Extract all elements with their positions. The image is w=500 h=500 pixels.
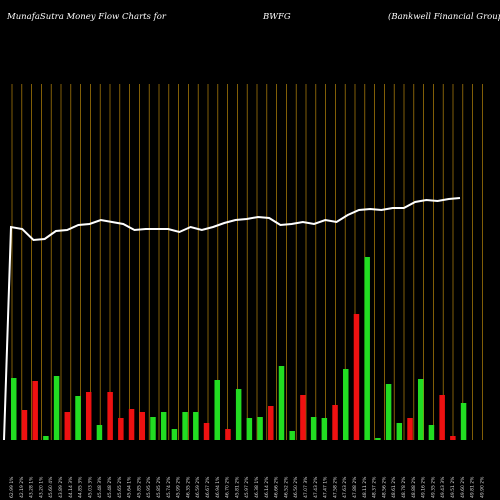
x-tick-label: 45.85 2%: [156, 476, 162, 498]
x-tick-label: 45.64 1%: [127, 476, 133, 498]
x-tick-label: 42.19 2%: [19, 476, 25, 498]
x-tick-label: 46.94 1%: [215, 476, 221, 498]
money-flow-bar: [396, 423, 403, 440]
site-title: MunafaSutra Money Flow Charts for: [7, 12, 166, 22]
money-flow-bar: [21, 410, 28, 440]
money-flow-bar: [75, 396, 81, 440]
symbol-label: BWFG: [263, 12, 291, 22]
x-tick-label: 46.35 2%: [185, 476, 191, 498]
x-tick-label: 47.58 2%: [332, 476, 338, 498]
money-flow-bar: [268, 406, 274, 440]
x-tick-label: 43.89 2%: [58, 476, 64, 498]
x-tick-label: 46.50 2%: [293, 476, 299, 498]
x-tick-label: 48.61 2%: [391, 476, 397, 498]
x-tick-label: 45.65 2%: [117, 476, 123, 498]
money-flow-bar: [128, 409, 135, 440]
x-tick-label: 49.60 2%: [460, 476, 466, 498]
money-flow-bar: [150, 417, 156, 440]
money-flow-bar: [107, 392, 113, 440]
x-tick-label: 48.37 2%: [372, 476, 378, 498]
price-line: [3, 197, 461, 441]
money-flow-bar: [235, 389, 242, 440]
x-tick-label: 49.51 2%: [450, 476, 456, 498]
x-tick-label: 43.20 1%: [38, 476, 44, 498]
money-flow-bar: [332, 405, 338, 440]
money-flow-bar: [278, 366, 285, 440]
x-tick-label: 45.81 2%: [234, 476, 240, 498]
money-flow-bar: [246, 418, 253, 440]
x-tick-label: 45.97 2%: [244, 476, 250, 498]
x-tick-label: 46.66 2%: [274, 476, 280, 498]
x-tick-label: 47.88 2%: [352, 476, 358, 498]
money-flow-bar: [85, 392, 92, 440]
x-tick-label: 49.43 3%: [440, 476, 446, 498]
x-tick-label: 43.28 1%: [29, 476, 35, 498]
x-tick-label: 45.74 2%: [166, 476, 172, 498]
money-flow-bar: [353, 314, 360, 440]
x-tick-label: 45.85 2%: [136, 476, 142, 498]
x-tick-label: 45.03 3%: [87, 476, 93, 498]
money-flow-bar: [385, 384, 392, 440]
money-flow-bar: [439, 395, 445, 440]
money-flow-bar: [417, 379, 424, 440]
x-tick-label: 46.14 2%: [264, 476, 270, 498]
x-tick-label: 46.38 1%: [254, 476, 260, 498]
x-tick-label: 44.85 3%: [78, 476, 84, 498]
x-tick-label: 46.59 2%: [195, 476, 201, 498]
money-flow-bar: [300, 395, 306, 440]
money-flow-bar: [289, 431, 295, 440]
x-tick-label: 49.16 2%: [421, 476, 427, 498]
money-flow-bar: [428, 425, 435, 440]
x-tick-label: 48.56 2%: [381, 476, 387, 498]
x-tick-label: 46.67 2%: [205, 476, 211, 498]
x-tick-label: 62.99 1%: [9, 476, 15, 498]
chart-header: MunafaSutra Money Flow Charts for BWFG (…: [0, 12, 500, 28]
money-flow-bar: [407, 418, 413, 440]
x-tick-label: 49.35 2%: [430, 476, 436, 498]
money-flow-bar: [321, 418, 328, 440]
x-tick-label: 47.07 3%: [303, 476, 309, 498]
money-flow-bar: [118, 418, 124, 440]
x-tick-label: 45.60 4%: [48, 476, 54, 498]
x-tick-label: 47.43 2%: [313, 476, 319, 498]
money-flow-bar: [32, 381, 38, 440]
money-flow-bar: [53, 376, 60, 440]
money-flow-bar: [343, 369, 349, 440]
money-flow-bar: [139, 412, 146, 440]
x-tick-label: 45.99 2%: [176, 476, 182, 498]
money-flow-bar: [160, 412, 167, 440]
money-flow-bar: [214, 380, 220, 440]
money-flow-bar: [171, 429, 178, 440]
money-flow-bar: [11, 378, 17, 440]
x-tick-label: 45.48 3%: [97, 476, 103, 498]
money-flow-bar: [257, 417, 263, 440]
money-flow-bar: [375, 438, 381, 440]
x-tick-label: 49.90 2%: [479, 476, 485, 498]
x-tick-label: 45.95 2%: [146, 476, 152, 498]
x-tick-label: 47.63 2%: [342, 476, 348, 498]
x-tick-label: 45.48 2%: [107, 476, 113, 498]
x-tick-label: 46.52 2%: [283, 476, 289, 498]
money-flow-bar: [460, 403, 467, 440]
x-tick-label: 48.78 2%: [401, 476, 407, 498]
money-flow-bar: [43, 436, 49, 440]
company-label: (Bankwell Financial Group, In: [388, 12, 500, 22]
x-tick-label: 49.81 2%: [470, 476, 476, 498]
x-tick-label: 44.14 3%: [68, 476, 74, 498]
money-flow-bar: [203, 423, 210, 440]
money-flow-bar: [64, 412, 71, 440]
money-flow-bar: [310, 417, 317, 440]
money-flow-bar: [96, 425, 103, 440]
money-flow-bar: [364, 257, 370, 440]
x-tick-label: 48.11 2%: [362, 476, 368, 498]
money-flow-bar: [193, 412, 199, 440]
money-flow-bar: [450, 436, 456, 440]
money-flow-bar: [182, 412, 188, 440]
money-flow-bar: [225, 429, 231, 440]
x-tick-label: 47.47 1%: [323, 476, 329, 498]
x-tick-label: 46.70 2%: [225, 476, 231, 498]
x-tick-label: 48.88 2%: [411, 476, 417, 498]
